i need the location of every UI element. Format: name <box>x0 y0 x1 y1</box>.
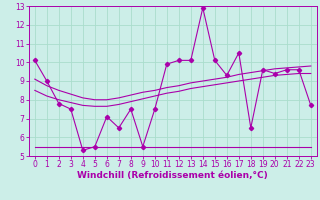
X-axis label: Windchill (Refroidissement éolien,°C): Windchill (Refroidissement éolien,°C) <box>77 171 268 180</box>
